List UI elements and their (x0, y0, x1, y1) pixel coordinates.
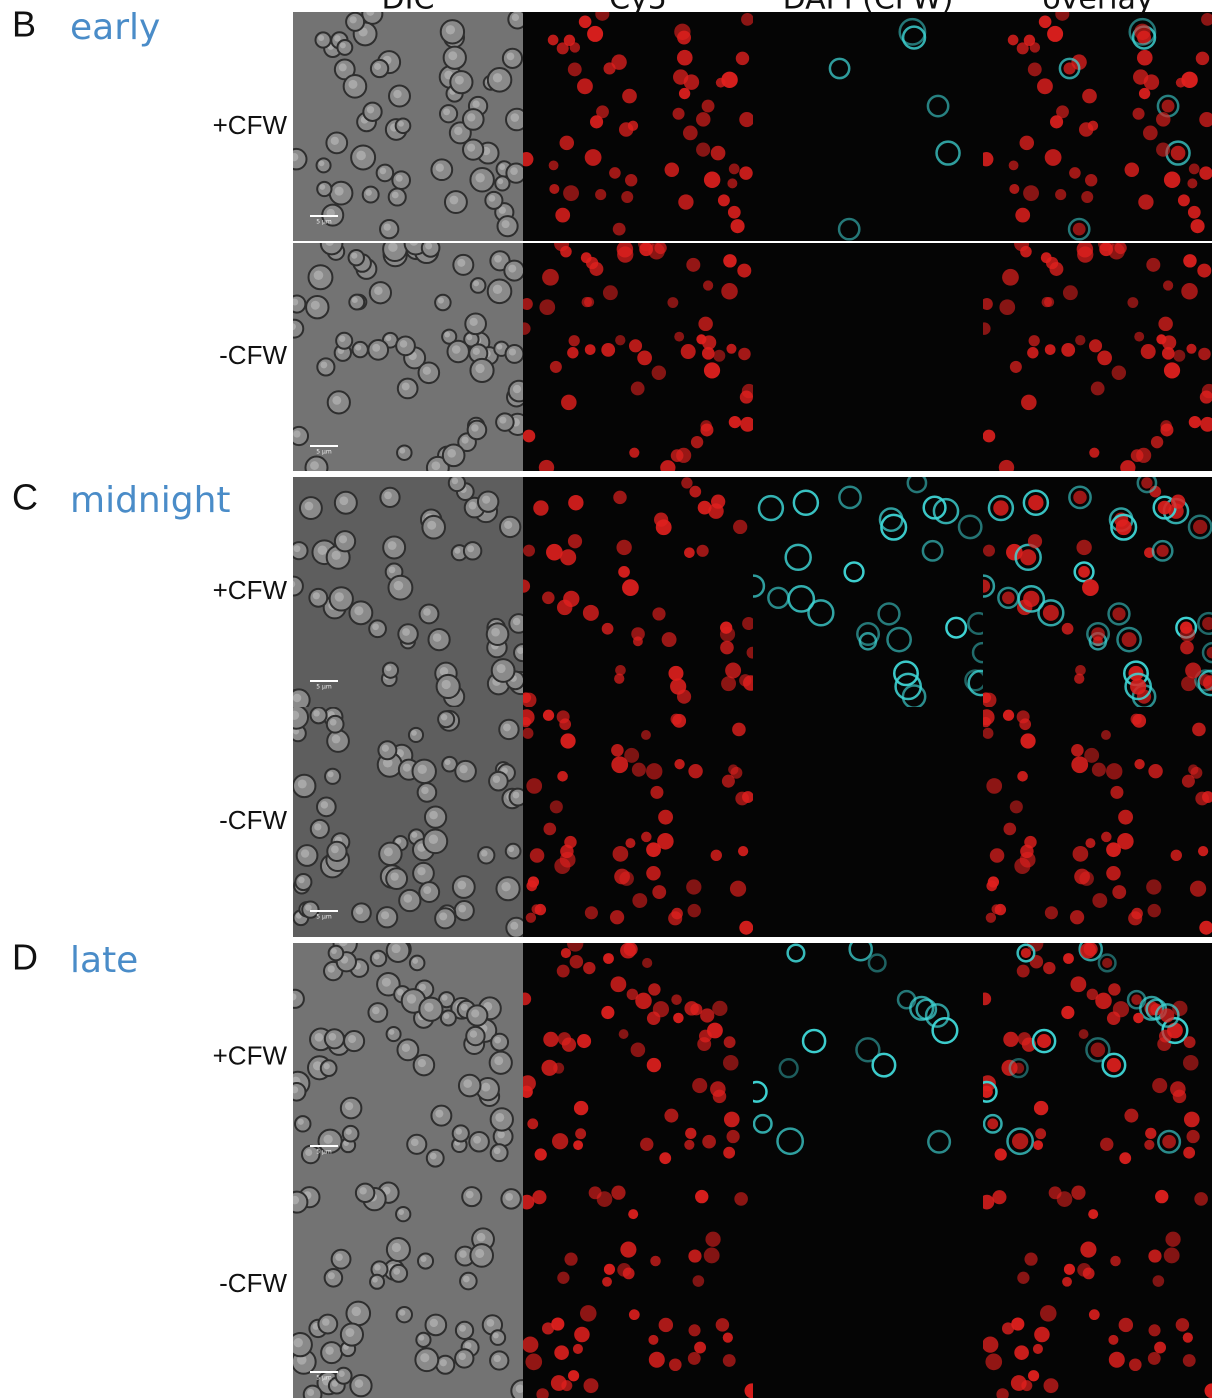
row-label: -CFW (219, 340, 287, 370)
micrograph (520, 1172, 760, 1398)
micrograph (980, 1172, 1212, 1398)
micrograph: 5 µm (286, 1172, 532, 1398)
micrograph: 5 µm (284, 475, 532, 711)
micrograph (753, 242, 983, 472)
scale-label: 5 µm (316, 1375, 332, 1382)
micrograph: 5 µm (285, 706, 526, 938)
separator (293, 241, 1212, 243)
scale-label: 5 µm (316, 449, 332, 456)
micrograph (753, 1172, 983, 1398)
scale-label: 5 µm (316, 914, 332, 921)
micrograph (753, 707, 983, 937)
panel-letter: D (12, 937, 38, 978)
micrograph (518, 235, 756, 475)
figure: DICCy5DAPI (CFW)overlayBearly+CFW5 µm-CF… (0, 0, 1212, 1398)
micrograph (747, 938, 983, 1172)
scale-label: 5 µm (316, 684, 332, 691)
micrograph (517, 477, 759, 707)
separator (293, 472, 1212, 477)
micrograph (979, 707, 1212, 937)
micrograph: 5 µm (285, 232, 529, 479)
separator (293, 937, 1212, 943)
panel-letter: B (12, 4, 36, 45)
panel-letter: C (12, 477, 38, 518)
micrograph (519, 7, 754, 242)
row-label: +CFW (213, 575, 288, 605)
scale-label: 5 µm (316, 1149, 332, 1156)
row-label: -CFW (219, 1268, 287, 1298)
panel-title: late (70, 940, 138, 981)
row-label: -CFW (219, 805, 287, 835)
micrograph: 5 µm (286, 932, 523, 1172)
row-label: +CFW (213, 1040, 288, 1070)
scale-label: 5 µm (316, 219, 332, 226)
micrograph (973, 474, 1212, 708)
micrograph: 5 µm (286, 4, 528, 242)
micrograph (977, 935, 1212, 1172)
micrograph (979, 7, 1212, 242)
micrograph (519, 707, 754, 937)
panel-title: early (70, 7, 160, 48)
panel-title: midnight (70, 480, 231, 521)
micrograph (978, 235, 1212, 475)
micrograph (518, 935, 753, 1172)
micrograph (743, 474, 993, 708)
row-label: +CFW (213, 110, 288, 140)
micrograph (753, 12, 983, 242)
